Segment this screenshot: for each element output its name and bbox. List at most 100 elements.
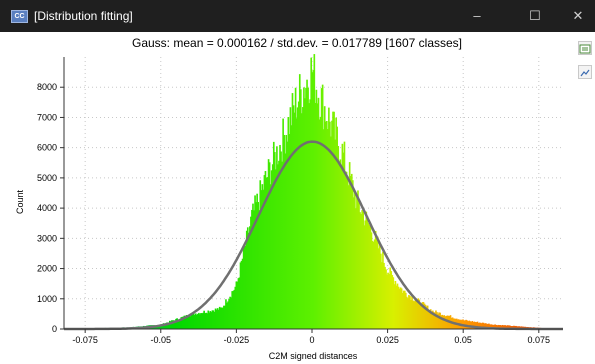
histogram-bar [357,190,359,329]
histogram-bar [256,193,258,329]
histogram-bar [278,160,280,329]
histogram-bar [381,262,383,329]
histogram-bar [360,214,362,329]
histogram-bar [401,292,404,329]
export-csv-icon [579,44,591,54]
histogram-bar [494,324,497,329]
minimize-button[interactable]: – [473,8,481,23]
histogram-bar [226,302,228,329]
histogram-bar [330,136,332,329]
histogram-bar [416,299,419,329]
histogram-bar [267,159,270,329]
histogram-bar [206,313,209,329]
histogram-bar [168,320,171,329]
histogram-bar [344,171,347,329]
histogram-bar [208,312,211,329]
histogram-bar [356,194,358,329]
histogram-bar [239,262,242,329]
histogram-bar [253,210,255,329]
histogram-bar [167,322,170,329]
histogram-bar [361,210,363,329]
histogram-bar [306,79,308,330]
histogram-bar [302,107,304,330]
histogram-bar [329,121,331,329]
histogram-bar [193,314,196,329]
histogram-bar [393,284,396,329]
histogram-bar [407,298,409,329]
histogram-bar [172,320,174,329]
histogram-bar [285,134,288,329]
histogram-bar [377,248,380,329]
maximize-button[interactable]: ☐ [529,8,541,23]
histogram-bar [235,281,238,329]
histogram-bar [384,266,386,329]
histogram-bar [465,319,467,329]
histogram-bars [70,54,555,330]
close-button[interactable]: ✕ [572,8,584,23]
histogram-bar [182,316,185,329]
histogram-bar [442,315,445,329]
histogram-bar [503,325,506,329]
histogram-bar [348,162,351,329]
histogram-bar [190,314,193,329]
histogram-bar [277,164,279,329]
histogram-bar [487,323,489,329]
histogram-bar [333,111,335,329]
histogram-bar [394,280,397,329]
histogram-bar [362,211,364,329]
histogram-bar [491,324,493,329]
x-tick-label: -0.05 [151,335,172,345]
histogram-bar [391,274,394,329]
histogram-bar [474,322,477,329]
histogram-bar [188,316,191,329]
histogram-bar [404,292,407,329]
histogram-chart: -0.075 -0.05 -0.025 0 0.025 0.05 0.075 0 1000 20… [15,36,563,361]
histogram-bar [298,74,301,329]
histogram-bar [270,170,273,329]
histogram-bar [471,321,474,329]
export-image-button[interactable] [578,65,592,79]
histogram-bar [220,307,223,329]
histogram-bar [297,101,300,329]
histogram-bar [240,260,243,329]
histogram-bar [513,325,515,329]
histogram-bar [433,312,435,329]
histogram-bar [472,322,475,329]
histogram-bar [482,322,485,329]
histogram-bar [241,258,244,329]
histogram-bar [499,325,502,329]
histogram-bar [479,322,482,329]
histogram-bar [263,175,266,329]
histogram-bar [328,107,330,329]
histogram-bar [507,325,510,329]
histogram-bar [429,309,432,329]
histogram-bar [325,120,328,329]
histogram-bar [176,318,178,329]
histogram-bar [294,87,297,329]
histogram-bar [183,315,186,329]
side-toolbar [575,32,595,364]
histogram-bar [170,321,172,329]
histogram-bar [418,299,421,329]
chart-title: Gauss: mean = 0.000162 / std.dev. = 0.01… [132,36,462,50]
histogram-bar [386,274,388,329]
histogram-bar [346,176,349,329]
histogram-bar [320,88,323,329]
histogram-bar [166,322,169,329]
histogram-bar [423,303,426,329]
histogram-bar [488,323,490,329]
histogram-bar [365,211,368,329]
histogram-bar [322,129,325,329]
export-csv-button[interactable] [578,41,592,55]
histogram-bar [366,215,369,329]
histogram-bar [252,203,254,329]
x-axis-label: C2M signed distances [269,351,358,361]
histogram-bar [353,197,355,329]
histogram-bar [260,190,263,329]
histogram-bar [432,310,434,329]
histogram-bar [313,54,316,330]
histogram-bar [388,274,390,329]
histogram-bar [295,118,298,329]
histogram-bar [408,294,410,329]
x-tick-label: -0.075 [72,335,98,345]
